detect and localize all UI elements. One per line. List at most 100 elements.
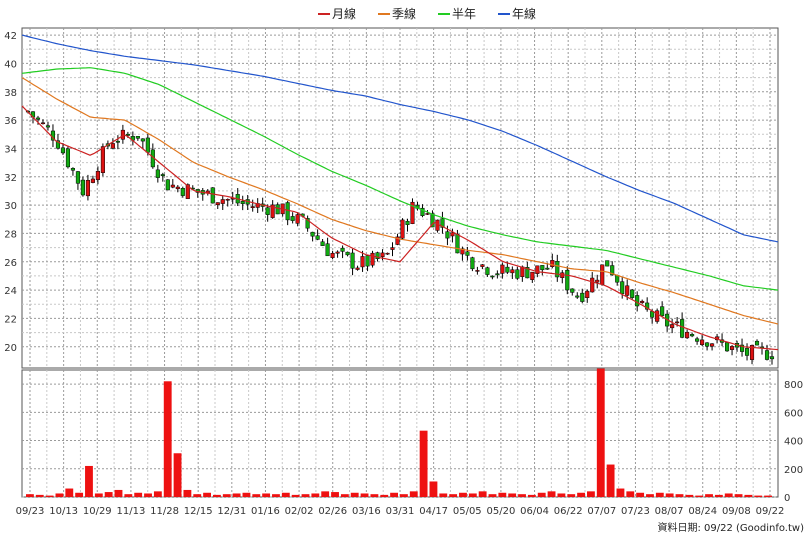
volume-bar	[547, 491, 556, 497]
date-tick-label: 05/05	[453, 506, 482, 517]
date-tick-label: 08/24	[688, 506, 717, 517]
candle-body	[290, 216, 295, 221]
candle-body	[660, 306, 665, 317]
candle-body	[769, 356, 775, 360]
candle-body	[695, 338, 700, 342]
volume-bar	[380, 494, 389, 497]
candle-body	[445, 231, 450, 239]
candle-body	[685, 331, 690, 339]
candle-body	[700, 339, 705, 345]
candle-body	[420, 207, 425, 216]
candle-body	[680, 319, 685, 338]
volume-bar	[213, 494, 221, 497]
volume-bar	[754, 495, 763, 497]
volume-bar	[114, 489, 123, 497]
volume-bar	[429, 481, 438, 497]
candle-body	[240, 201, 245, 204]
candle-body	[35, 117, 41, 120]
volume-panel: 0 200 400 600 800	[21, 368, 803, 504]
chart-legend: 月線 季線 半年 年線	[318, 6, 536, 21]
volume-bar	[134, 492, 143, 497]
volume-bar	[705, 494, 713, 497]
candle-body	[600, 264, 605, 285]
volume-bar	[439, 493, 448, 497]
date-tick-label: 07/23	[621, 506, 650, 517]
volume-bar	[764, 495, 772, 497]
candle-body	[355, 267, 360, 270]
candle-body	[480, 264, 485, 267]
candle-body	[55, 140, 61, 149]
price-tick-label: 34	[4, 144, 17, 155]
price-tick-label: 32	[4, 173, 17, 184]
legend-label: 月線	[332, 6, 356, 21]
volume-bar	[459, 492, 467, 497]
candle-body	[430, 213, 435, 228]
candle-body	[540, 265, 545, 271]
legend-label: 年線	[512, 6, 536, 21]
candle-body	[180, 188, 185, 196]
volume-bar	[744, 494, 753, 497]
volume-bar	[94, 493, 103, 497]
volume-bar	[360, 493, 369, 497]
candle-body	[655, 310, 660, 322]
price-tick-label: 28	[4, 229, 17, 240]
volume-bar	[144, 493, 152, 497]
candle-body	[435, 219, 440, 231]
volume-bar	[419, 430, 428, 497]
candle-body	[275, 204, 280, 215]
volume-plot-area	[21, 369, 779, 498]
candle-body	[635, 295, 640, 307]
volume-bar	[734, 494, 743, 497]
volume-bar	[242, 492, 251, 497]
candle-body	[625, 285, 630, 296]
candle-body	[744, 348, 750, 356]
candle-body	[739, 344, 745, 352]
volume-bar	[665, 493, 674, 497]
price-panel: 20 22 24 26 28 30 32 34 36 38 40 42	[4, 27, 779, 369]
candle-body	[535, 265, 540, 274]
price-tick-label: 42	[4, 31, 17, 42]
volume-bar	[646, 494, 654, 497]
candle-body	[475, 270, 480, 272]
date-axis-labels: 09/23 10/13 10/29 11/13 11/28 12/15 12/31 01/16…	[16, 506, 785, 517]
candle-body	[350, 252, 355, 269]
candle-body	[375, 252, 380, 260]
candle-body	[520, 266, 525, 277]
candle-body	[100, 146, 105, 173]
volume-bar	[577, 492, 585, 497]
date-tick-label: 11/13	[116, 506, 145, 517]
candle-body	[340, 247, 345, 252]
date-tick-label: 12/31	[217, 506, 246, 517]
candle-body	[465, 251, 470, 256]
candle-body	[45, 125, 51, 128]
volume-bar	[193, 494, 202, 497]
candle-body	[320, 241, 325, 246]
candle-body	[325, 243, 330, 257]
candle-body	[505, 266, 510, 273]
candle-body	[485, 267, 490, 275]
volume-bar	[626, 491, 635, 497]
volume-bar	[498, 492, 507, 497]
ma-line	[21, 77, 779, 325]
candle-body	[65, 148, 70, 168]
candle-body	[605, 260, 610, 267]
volume-bar	[26, 494, 34, 497]
candle-body	[400, 219, 405, 239]
volume-bar	[232, 493, 241, 497]
date-tick-label: 12/15	[184, 506, 213, 517]
candle-body	[60, 147, 66, 154]
candle-body	[730, 346, 735, 350]
candle-body	[170, 184, 175, 188]
candle-body	[175, 186, 180, 190]
volume-bar	[527, 494, 536, 497]
candle-body	[230, 198, 235, 200]
volume-bar	[468, 493, 477, 497]
candle-body	[555, 261, 560, 278]
candle-body	[225, 199, 230, 201]
candle-body	[405, 220, 410, 225]
volume-bar	[340, 494, 349, 497]
candle-body	[595, 279, 600, 283]
candle-body	[270, 204, 275, 218]
date-tick-label: 07/07	[587, 506, 616, 517]
candle-body	[550, 260, 555, 267]
